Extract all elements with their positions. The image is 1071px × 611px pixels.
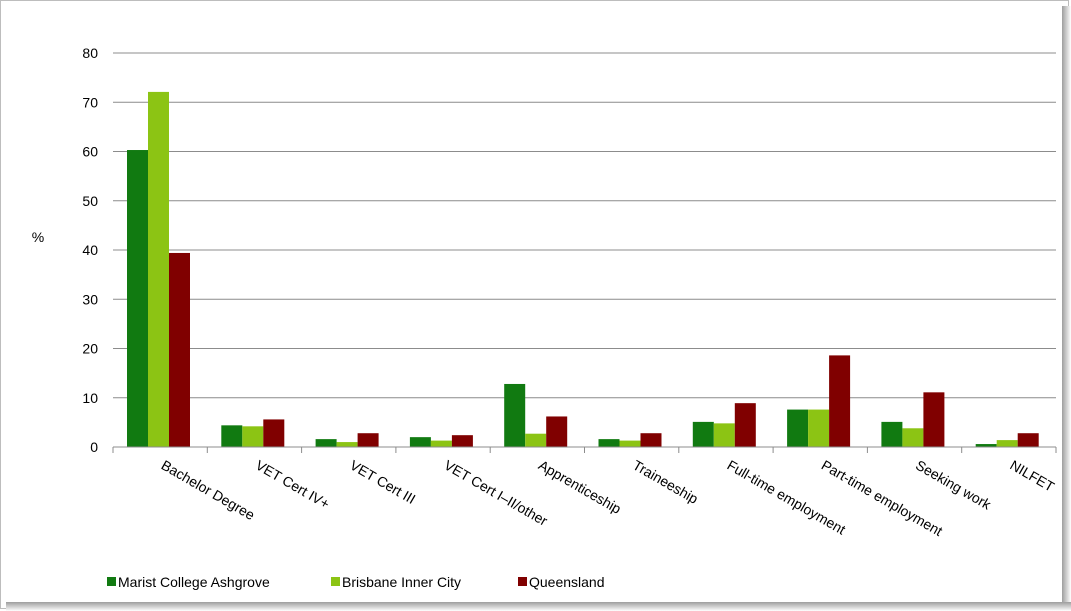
bar xyxy=(504,383,526,447)
frame-shadow-right xyxy=(1062,6,1071,611)
bar xyxy=(808,409,830,447)
bar xyxy=(221,425,243,447)
category-label: NILFET xyxy=(1007,457,1057,495)
bar xyxy=(127,150,148,447)
y-tick-label: 60 xyxy=(82,144,98,160)
bar xyxy=(713,423,735,447)
x-axis xyxy=(112,446,1057,453)
y-tick-label: 50 xyxy=(82,193,98,209)
bar xyxy=(169,252,190,447)
legend-swatch xyxy=(107,577,116,586)
y-tick-label: 80 xyxy=(82,45,98,61)
bar xyxy=(148,91,169,447)
bar xyxy=(734,403,756,447)
bar xyxy=(357,433,379,447)
bar xyxy=(430,440,452,447)
bar xyxy=(829,355,851,447)
bar xyxy=(975,444,997,447)
bar xyxy=(996,440,1018,447)
y-tick-label: 40 xyxy=(82,242,98,258)
legend: Marist College Ashgrove Brisbane Inner Ci… xyxy=(107,574,605,590)
bar xyxy=(546,416,568,447)
legend-label: Marist College Ashgrove xyxy=(118,574,270,590)
category-label: Apprenticeship xyxy=(536,457,624,517)
y-tick-labels: 0 10 20 30 40 50 60 70 80 xyxy=(82,45,98,455)
legend-label: Queensland xyxy=(529,574,605,590)
bar xyxy=(315,439,337,447)
bar xyxy=(787,409,809,447)
bar xyxy=(640,433,662,447)
bars xyxy=(127,91,1039,447)
category-label: Bachelor Degree xyxy=(159,457,258,523)
category-label: VET Cert I–II/other xyxy=(442,457,551,529)
bar xyxy=(409,437,431,447)
legend-swatch xyxy=(518,577,527,586)
category-label: Traineeship xyxy=(630,457,701,507)
y-tick-label: 0 xyxy=(90,439,98,455)
y-tick-label: 20 xyxy=(82,341,98,357)
y-tick-label: 30 xyxy=(82,291,98,307)
gridlines xyxy=(113,52,1056,448)
category-label: VET Cert IV+ xyxy=(253,457,333,512)
bar xyxy=(692,421,714,447)
bar xyxy=(923,392,945,447)
bar xyxy=(1017,433,1039,447)
bar xyxy=(336,442,358,447)
frame-shadow-bottom xyxy=(6,602,1071,611)
bar xyxy=(263,419,285,447)
y-axis-label: % xyxy=(32,229,44,245)
bar xyxy=(902,428,924,447)
bar xyxy=(598,439,620,447)
category-label: VET Cert III xyxy=(347,457,418,507)
legend-label: Brisbane Inner City xyxy=(342,574,461,590)
legend-swatch xyxy=(331,577,340,586)
bar xyxy=(619,440,641,447)
y-tick-label: 70 xyxy=(82,94,98,110)
category-label: Seeking work xyxy=(913,457,995,513)
bar xyxy=(451,435,473,447)
bar xyxy=(881,421,903,447)
y-tick-label: 10 xyxy=(82,390,98,406)
bar xyxy=(525,433,547,447)
bar xyxy=(242,426,264,447)
